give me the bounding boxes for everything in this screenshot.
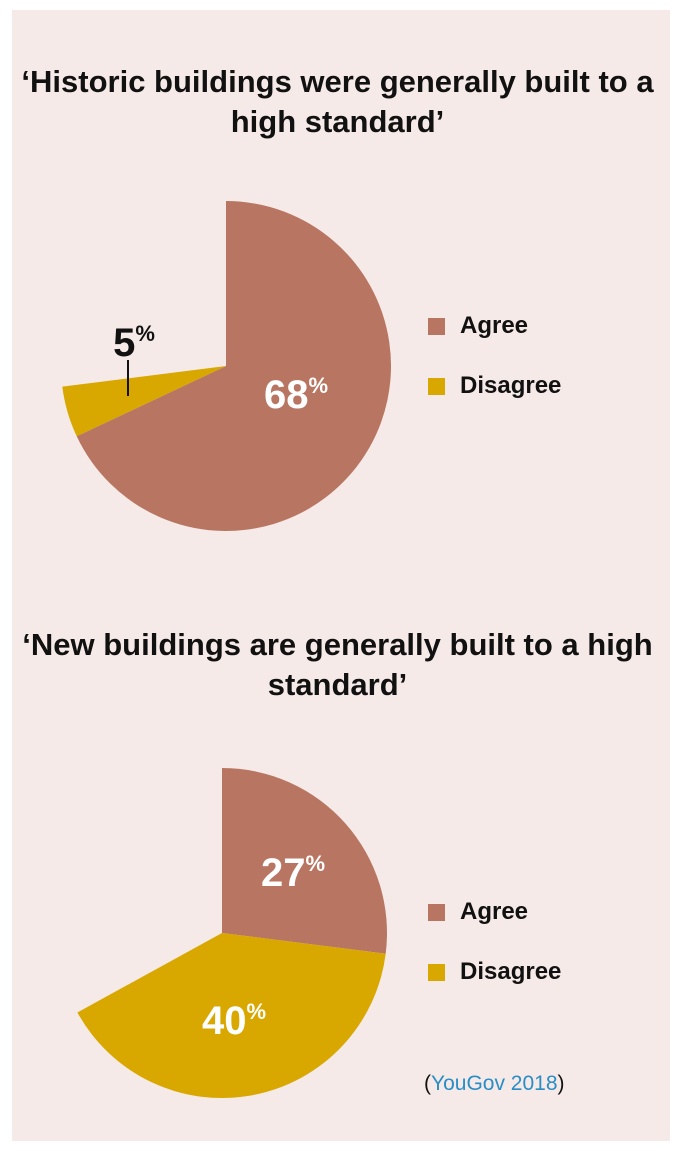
agree-swatch	[428, 903, 445, 921]
chart-1-legend: Agree Disagree	[428, 296, 561, 416]
source-open-paren: (	[424, 1072, 431, 1095]
chart-2-title: ‘New buildings are generally built to a …	[22, 627, 653, 702]
chart-1-title: ‘Historic buildings were generally built…	[21, 64, 654, 139]
chart-1-value-label-disagree: 5%	[113, 321, 155, 365]
legend-label-disagree: Disagree	[460, 958, 562, 985]
legend-label-agree: Agree	[460, 312, 529, 339]
legend-item-agree: Agree	[428, 882, 561, 942]
legend-label-agree: Agree	[460, 898, 529, 925]
chart-1-slice-disagree	[62, 366, 226, 437]
chart-2-value-label-agree: 27%	[261, 851, 325, 895]
chart-2-value-label-disagree: 40%	[202, 999, 266, 1043]
chart-2-slice-agree	[222, 768, 388, 954]
legend-item-disagree: Disagree	[428, 356, 561, 416]
source-link[interactable]: YouGov 2018	[431, 1072, 558, 1095]
source-close-paren: )	[557, 1072, 565, 1095]
source-citation: (YouGov 2018)	[424, 1072, 565, 1096]
chart-1-value-label-agree: 68%	[264, 373, 328, 417]
chart-2-legend: Agree Disagree	[428, 882, 561, 1002]
disagree-swatch	[428, 377, 445, 395]
legend-label-disagree: Disagree	[460, 372, 562, 399]
chart-1-slice-agree	[76, 201, 391, 531]
chart-2-slice-disagree	[77, 933, 386, 1099]
agree-swatch	[428, 317, 445, 335]
legend-item-disagree: Disagree	[428, 942, 561, 1002]
legend-item-agree: Agree	[428, 296, 561, 356]
disagree-swatch	[428, 963, 445, 981]
